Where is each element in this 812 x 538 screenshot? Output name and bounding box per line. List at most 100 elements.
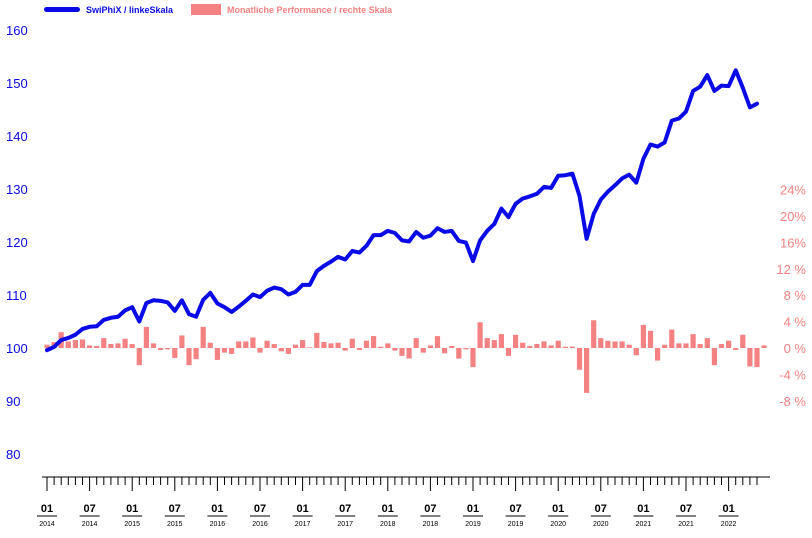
performance-bar bbox=[591, 320, 597, 348]
performance-bar bbox=[520, 342, 526, 348]
x-tick-month: 01 bbox=[41, 503, 53, 515]
performance-bar bbox=[172, 348, 178, 358]
performance-bar bbox=[733, 348, 739, 350]
performance-bar bbox=[484, 338, 490, 348]
performance-bar bbox=[342, 348, 348, 351]
right-tick-label: 8 % bbox=[784, 288, 807, 303]
performance-bar bbox=[434, 336, 441, 348]
x-tick-year: 2017 bbox=[295, 521, 311, 528]
legend-item-swiphix: SwiPhiX / linkeSkala bbox=[44, 5, 173, 15]
x-tick-year: 2021 bbox=[636, 521, 652, 528]
x-tick-year: 2021 bbox=[678, 521, 694, 528]
performance-bar bbox=[65, 341, 71, 348]
performance-bar bbox=[505, 348, 512, 356]
performance-bar bbox=[619, 341, 625, 348]
x-tick-month: 07 bbox=[339, 503, 351, 515]
performance-bar bbox=[548, 345, 554, 348]
performance-bar bbox=[200, 326, 206, 348]
performance-bar bbox=[143, 326, 149, 348]
performance-bar bbox=[193, 348, 199, 360]
right-tick-label: 4 % bbox=[784, 315, 807, 330]
performance-bar bbox=[328, 343, 334, 348]
performance-bar bbox=[158, 348, 164, 350]
performance-bar bbox=[598, 338, 604, 348]
x-tick-year: 2020 bbox=[593, 521, 609, 528]
performance-bar bbox=[711, 348, 717, 366]
performance-bar bbox=[44, 344, 50, 348]
performance-bar bbox=[498, 334, 504, 348]
performance-bar bbox=[229, 348, 235, 354]
performance-bar bbox=[257, 348, 263, 353]
performance-bar bbox=[122, 338, 128, 348]
x-tick-month: 07 bbox=[424, 503, 436, 515]
legend-item-performance: Monatliche Performance / rechte Skala bbox=[191, 4, 392, 15]
performance-bar bbox=[108, 344, 114, 348]
performance-bar bbox=[562, 346, 568, 348]
left-tick-label: 140 bbox=[6, 129, 28, 144]
performance-bar bbox=[669, 329, 675, 348]
right-tick-label: 20% bbox=[780, 209, 806, 224]
performance-bar bbox=[576, 348, 583, 370]
performance-bar bbox=[94, 346, 100, 348]
performance-bar bbox=[456, 348, 462, 359]
left-tick-label: 90 bbox=[6, 394, 20, 409]
x-tick-month: 07 bbox=[169, 503, 181, 515]
performance-bar bbox=[584, 348, 590, 393]
performance-bar bbox=[236, 341, 242, 348]
performance-bar bbox=[392, 348, 398, 351]
performance-bar bbox=[335, 342, 341, 348]
performance-bar bbox=[214, 348, 220, 360]
right-tick-label: 12 % bbox=[776, 262, 806, 277]
x-tick-month: 01 bbox=[552, 503, 564, 515]
performance-bar bbox=[747, 348, 753, 367]
x-tick-month: 07 bbox=[595, 503, 607, 515]
performance-bar bbox=[207, 342, 213, 348]
x-tick-month: 01 bbox=[722, 503, 734, 515]
x-tick-year: 2015 bbox=[167, 521, 183, 528]
left-tick-label: 120 bbox=[6, 235, 28, 250]
x-tick-month: 07 bbox=[509, 503, 521, 515]
performance-bar bbox=[399, 348, 405, 356]
x-tick-year: 2015 bbox=[124, 521, 140, 528]
legend-bar-swatch bbox=[191, 4, 222, 15]
performance-bar bbox=[72, 340, 78, 348]
x-tick-year: 2014 bbox=[39, 521, 55, 528]
performance-bar bbox=[683, 343, 689, 348]
performance-bar bbox=[662, 344, 668, 348]
left-tick-label: 80 bbox=[6, 447, 20, 462]
performance-bar bbox=[378, 346, 384, 348]
performance-bar bbox=[420, 348, 426, 353]
performance-bar bbox=[449, 346, 455, 348]
performance-bar bbox=[179, 335, 185, 348]
performance-bar bbox=[555, 340, 561, 348]
performance-bar bbox=[356, 348, 362, 350]
performance-bar bbox=[690, 334, 696, 348]
performance-bar bbox=[534, 344, 540, 348]
performance-bar bbox=[363, 340, 370, 348]
performance-bar bbox=[626, 344, 632, 348]
x-tick-year: 2017 bbox=[337, 521, 353, 528]
performance-bar bbox=[385, 343, 391, 348]
performance-bar bbox=[718, 344, 725, 348]
performance-bar bbox=[640, 324, 646, 348]
performance-bar bbox=[349, 338, 355, 348]
performance-bar bbox=[527, 346, 533, 348]
x-tick-year: 2019 bbox=[508, 521, 524, 528]
performance-bar bbox=[761, 345, 767, 348]
performance-bar bbox=[470, 348, 476, 368]
right-tick-label: 16% bbox=[780, 235, 806, 250]
performance-bar bbox=[264, 340, 270, 348]
x-tick-year: 2020 bbox=[550, 521, 566, 528]
legend-line-swatch bbox=[44, 7, 80, 12]
left-tick-label: 100 bbox=[6, 341, 28, 356]
legend-label-swiphix: SwiPhiX / linkeSkala bbox=[86, 4, 174, 15]
x-tick-month: 01 bbox=[637, 503, 649, 515]
performance-bar bbox=[655, 348, 661, 361]
legend-label-performance: Monatliche Performance / rechte Skala bbox=[227, 4, 393, 15]
performance-bar bbox=[101, 338, 107, 348]
performance-bar bbox=[150, 343, 157, 348]
performance-bar bbox=[292, 344, 299, 348]
x-tick-year: 2014 bbox=[82, 521, 98, 528]
performance-bar bbox=[463, 348, 469, 350]
